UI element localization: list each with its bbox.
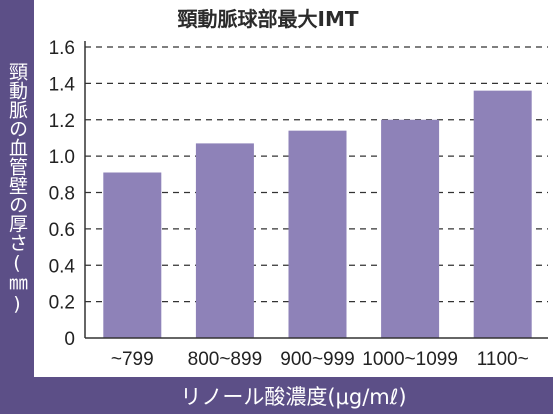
y-tick-labels: 0 0.2 0.4 0.6 0.8 1.0 1.2 1.4 1.6: [49, 38, 76, 350]
x-tick-label: 900~999: [280, 349, 355, 370]
y-tick-label: 1.4: [49, 74, 76, 95]
y-tick-label: 1.0: [49, 147, 75, 168]
bar: [381, 119, 440, 338]
x-tick-label: 800~899: [188, 349, 263, 370]
x-axis-label-band: リノール酸濃度(μg/mℓ): [34, 377, 553, 414]
bar: [103, 172, 162, 338]
x-tick-label: ~799: [111, 349, 154, 370]
bar: [288, 130, 347, 338]
y-tick-label: 1.2: [49, 111, 75, 132]
y-axis-label-band: 頸動脈の血管壁の厚さ(㎜): [0, 0, 34, 377]
x-tick-label: 1000~1099: [362, 349, 458, 370]
y-tick-label: 1.6: [49, 38, 75, 59]
x-tick-label: 1100~: [477, 349, 529, 370]
y-tick-label: 0.8: [49, 184, 75, 205]
axes: [84, 41, 548, 339]
bars: [103, 90, 532, 339]
x-axis-label: リノール酸濃度(μg/mℓ): [180, 384, 407, 409]
x-tick-labels: ~799 800~899 900~999 1000~1099 1100~: [111, 349, 529, 370]
y-tick-label: 0: [64, 329, 75, 350]
y-axis-label: 頸動脈の血管壁の厚さ(㎜): [6, 62, 28, 315]
bar: [473, 90, 532, 339]
bar: [195, 143, 254, 338]
y-tick-label: 0.6: [49, 220, 75, 241]
y-tick-label: 0.2: [49, 293, 75, 314]
chart-title: 頸動脈球部最大IMT: [178, 7, 359, 31]
y-tick-label: 0.4: [49, 256, 76, 277]
